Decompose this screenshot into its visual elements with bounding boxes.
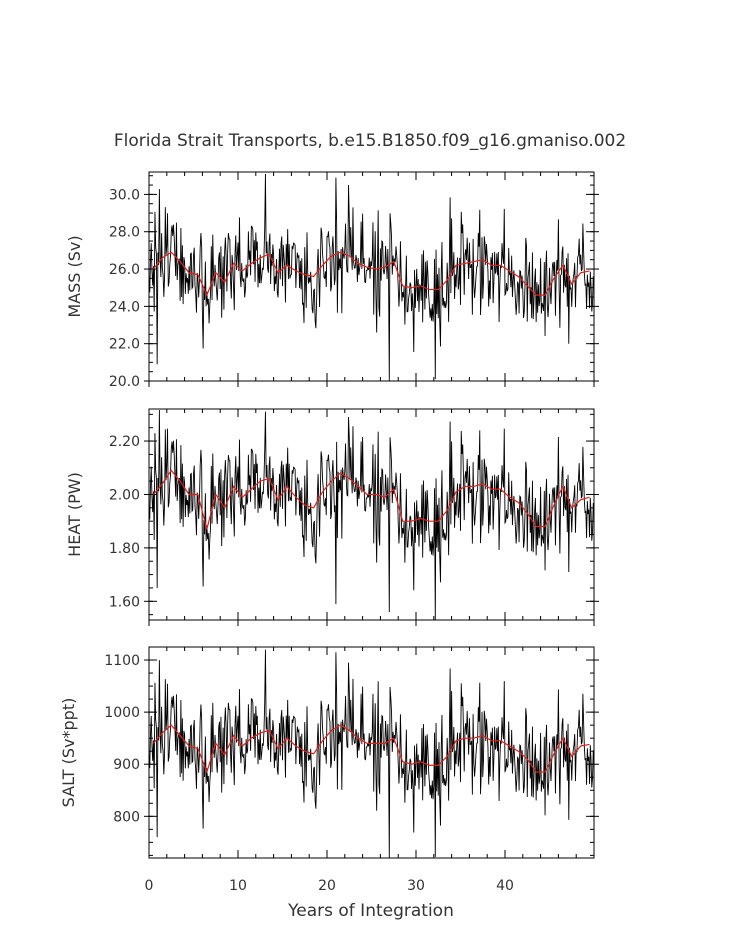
mass-ylabel: MASS (Sv)	[65, 235, 84, 317]
mass-plot-frame	[148, 171, 595, 382]
y-tick-label: 1.60	[109, 594, 140, 610]
x-axis-label: Years of Integration	[287, 901, 454, 921]
heat-series	[148, 410, 594, 621]
heat-annual-mean-line	[152, 469, 590, 530]
salt-panel: 800 900 1000 1100 SALT (Sv*ppt)	[59, 646, 599, 859]
y-tick-label: 24.0	[109, 299, 140, 315]
heat-ticks: 1.60 1.80 2.00 2.20	[109, 409, 599, 626]
x-tick-label: 20	[318, 878, 336, 894]
y-tick-label: 26.0	[109, 262, 140, 278]
heat-ylabel: HEAT (PW)	[65, 472, 84, 557]
y-tick-label: 2.20	[109, 434, 140, 450]
salt-ylabel: SALT (Sv*ppt)	[59, 698, 78, 808]
x-tick-label: 40	[496, 878, 514, 894]
y-tick-label: 2.00	[109, 487, 140, 503]
mass-panel: 20.0 22.0 24.0 26.0 28.0 30.0 MASS (Sv)	[65, 171, 599, 390]
y-tick-label: 1100	[104, 653, 140, 669]
mass-series	[148, 173, 594, 382]
y-tick-label: 20.0	[109, 374, 140, 390]
y-tick-label: 28.0	[109, 225, 140, 241]
y-tick-label: 800	[113, 809, 140, 825]
heat-panel: 1.60 1.80 2.00 2.20 HEAT (PW)	[65, 408, 599, 626]
x-tick-label: 10	[229, 878, 247, 894]
y-tick-label: 1.80	[109, 541, 140, 557]
mass-ticks: 20.0 22.0 24.0 26.0 28.0 30.0	[109, 172, 599, 390]
salt-annual-mean-line	[152, 724, 590, 774]
mass-annual-mean-line	[152, 251, 590, 297]
salt-series	[148, 649, 594, 859]
heat-plot-frame	[148, 408, 595, 621]
y-tick-label: 30.0	[109, 187, 140, 203]
chart-title: Florida Strait Transports, b.e15.B1850.f…	[114, 131, 626, 151]
x-tick-label: 30	[407, 878, 425, 894]
y-tick-label: 22.0	[109, 337, 140, 353]
x-tick-label: 0	[145, 878, 154, 894]
y-tick-label: 1000	[104, 705, 140, 721]
mass-monthly-line	[148, 173, 594, 382]
x-tick-labels: 0 10 20 30 40	[145, 878, 514, 894]
salt-ticks: 800 900 1000 1100	[104, 646, 599, 858]
salt-plot-frame	[148, 646, 595, 859]
y-tick-label: 900	[113, 757, 140, 773]
salt-monthly-line	[148, 649, 594, 859]
heat-monthly-line	[148, 410, 594, 621]
